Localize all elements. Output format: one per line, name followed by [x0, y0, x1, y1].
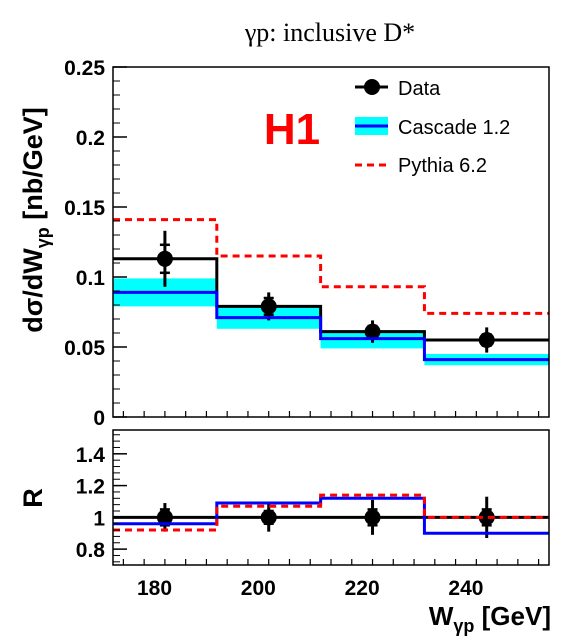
main-series-cascade-1-2: [113, 290, 549, 362]
ratio-y-tick-label: 0.8: [76, 539, 106, 562]
main-y-tick-label: 0.15: [64, 197, 105, 220]
ratio-data-point: [364, 509, 381, 526]
ratio-x-tick-label: 240: [448, 577, 483, 600]
ratio-y-tick-label: 1: [93, 507, 105, 530]
legend-data-label: Data: [398, 78, 441, 100]
ratio-y-tick-label: 1.2: [76, 476, 105, 499]
legend: Data Cascade 1.2 Pythia 6.2: [355, 78, 510, 177]
main-series-pythia-6-2: [113, 218, 549, 315]
main-y-tick-label: 0.1: [76, 267, 106, 290]
ratio-plot-area: [113, 493, 549, 538]
main-data-point: [364, 323, 381, 340]
main-y-tick-label: 0.25: [64, 57, 105, 80]
ratio-y-tick-label: 1.4: [76, 444, 106, 467]
ratio-series-pythia-6-2: [113, 493, 549, 532]
upper-panel: 0 0.05 0.1 0.15 0.2 0.25: [64, 57, 550, 430]
ratio-x-tick-label: 180: [137, 577, 172, 600]
ratio-data-point: [156, 509, 173, 526]
main-y-tick-label: 0.2: [76, 127, 105, 150]
main-data-point: [260, 298, 277, 315]
h1-logo: H1: [264, 105, 320, 154]
y-axis-label: dσ/dWγp [nb/GeV]: [18, 107, 53, 332]
ratio-axis-label: R: [18, 488, 48, 508]
ratio-x-tick-label: 220: [345, 577, 380, 600]
ratio-data-point: [260, 509, 277, 526]
ratio-data-point: [478, 509, 495, 526]
main-y-tick-label: 0.05: [64, 337, 105, 360]
legend-cascade-label: Cascade 1.2: [398, 117, 510, 139]
legend-pythia-label: Pythia 6.2: [398, 155, 487, 177]
ratio-x-tick-label: 200: [241, 577, 276, 600]
ratio-panel: 0.8 1 1.2 1.4 180 200 220 240: [76, 429, 550, 600]
main-data-point: [156, 250, 173, 267]
main-data-point: [478, 332, 495, 348]
chart-title: γp: inclusive D*: [244, 18, 415, 47]
main-y-tick-label: 0: [93, 407, 105, 430]
legend-data-marker: [364, 79, 380, 95]
main-plot-area: [113, 218, 549, 366]
x-axis-label: Wγp [GeV]: [429, 601, 551, 636]
